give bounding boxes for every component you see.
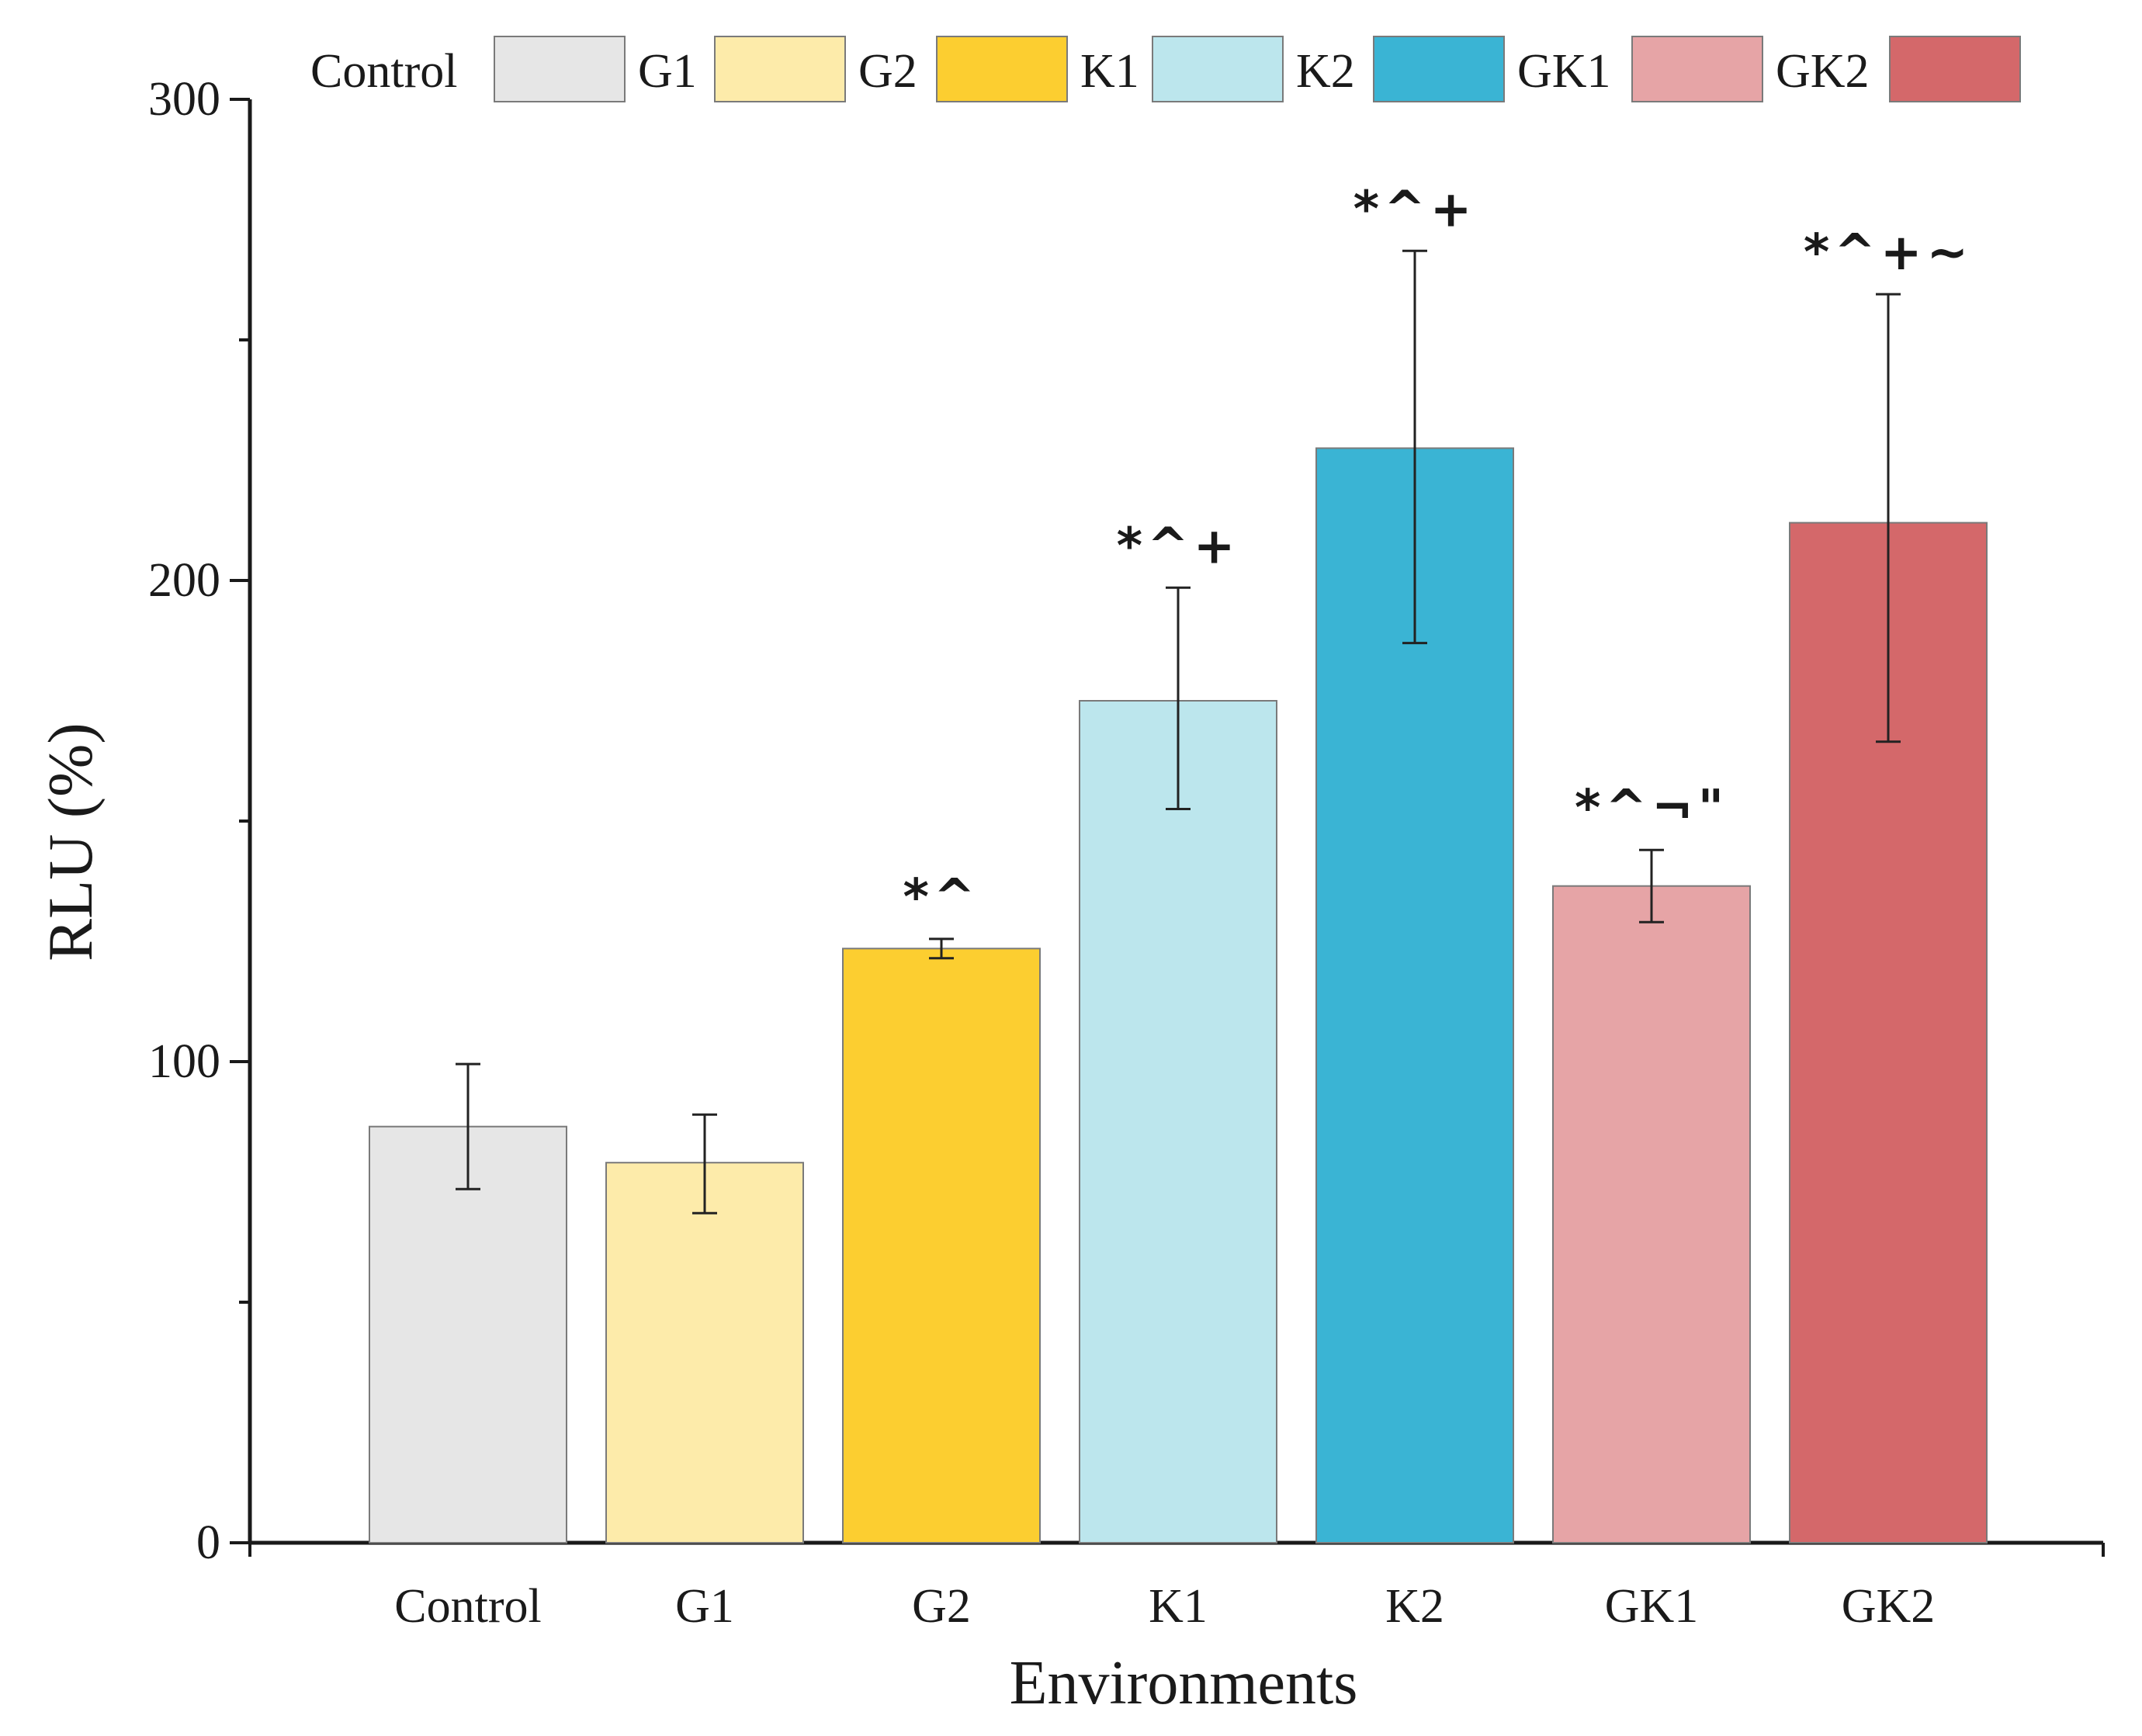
y-axis-label: RLU (%) [35, 722, 106, 961]
error-bars [456, 249, 1901, 1215]
annotation-k1: *^+ [1117, 518, 1240, 575]
legend-swatch-control [494, 36, 626, 102]
legend-label-g2: G2 [858, 45, 917, 98]
legend-label-k2: K2 [1296, 45, 1355, 98]
bar-g1 [605, 1162, 804, 1544]
annotation-g2: *^ [903, 869, 979, 927]
error-bar-k1 [1166, 586, 1191, 810]
legend-swatch-gk1 [1631, 36, 1763, 102]
legend-swatch-k2 [1373, 36, 1505, 102]
x-tick-label-g1: G1 [675, 1580, 734, 1633]
bar-g2 [842, 948, 1041, 1544]
error-bar-g1 [692, 1113, 717, 1215]
bars [369, 447, 1988, 1544]
y-tick-label-100: 100 [148, 1035, 220, 1088]
x-tick-label-g2: G2 [912, 1580, 971, 1633]
annotation-k2: *^+ [1353, 181, 1477, 238]
y-tick-label-0: 0 [196, 1516, 220, 1569]
legend-label-gk1: GK1 [1517, 45, 1611, 98]
legend-swatch-gk2 [1889, 36, 2021, 102]
bar-gk1 [1552, 885, 1751, 1544]
error-bar-gk1 [1639, 848, 1664, 923]
legend-swatch-g1 [714, 36, 846, 102]
y-axis: 0 100 200 300 [148, 73, 252, 1569]
error-bar-g2 [929, 937, 954, 960]
y-tick-label-200: 200 [148, 554, 220, 607]
annotation-gk2: *^+~ [1804, 224, 1973, 282]
x-tick-label-gk2: GK2 [1842, 1580, 1936, 1633]
legend: Control G1 G2 K1 K2 GK1 GK2 [310, 36, 2021, 102]
x-tick-label-k1: K1 [1149, 1580, 1208, 1633]
bar-k1 [1079, 700, 1277, 1544]
legend-label-gk2: GK2 [1776, 45, 1870, 98]
legend-swatch-g2 [936, 36, 1068, 102]
legend-label-g1: G1 [638, 45, 697, 98]
bar-control [369, 1125, 567, 1544]
y-tick-label-300: 300 [148, 73, 220, 126]
x-tick-label-gk1: GK1 [1605, 1580, 1699, 1633]
legend-label-control: Control [310, 45, 457, 98]
x-tick-label-k2: K2 [1385, 1580, 1444, 1633]
x-axis: Control G1 G2 K1 K2 GK1 GK2 [248, 1540, 2105, 1633]
x-tick-label-control: Control [394, 1580, 541, 1633]
error-bar-k2 [1402, 249, 1427, 645]
error-bar-control [456, 1062, 480, 1190]
significance-annotations: *^ *^+ *^+ *^¬" *^+~ [903, 181, 1973, 927]
error-bar-gk2 [1876, 293, 1901, 743]
x-axis-label: Environments [1010, 1649, 1358, 1717]
legend-label-k1: K1 [1080, 45, 1139, 98]
legend-swatch-k1 [1152, 36, 1284, 102]
annotation-gk1: *^¬" [1575, 780, 1728, 837]
